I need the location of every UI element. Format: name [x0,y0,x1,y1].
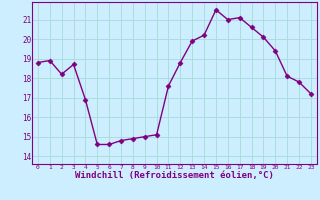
X-axis label: Windchill (Refroidissement éolien,°C): Windchill (Refroidissement éolien,°C) [75,171,274,180]
